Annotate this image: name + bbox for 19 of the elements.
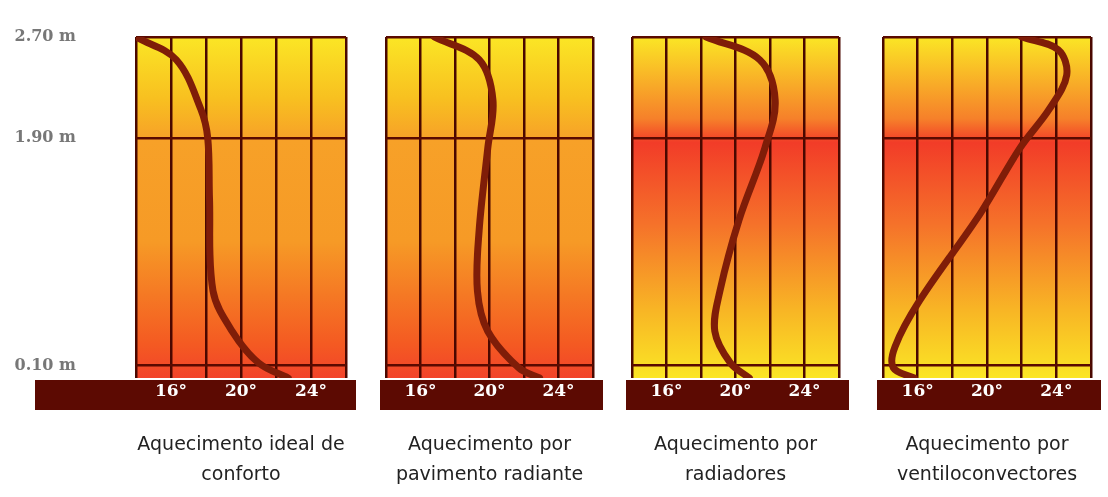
x-tick-label: 16°: [650, 379, 683, 400]
y-tick-label: 2.70 m: [14, 26, 77, 46]
y-tick-label: 1.90 m: [14, 127, 77, 147]
x-tick-label: 24°: [294, 379, 328, 400]
x-tick-label: 20°: [719, 379, 752, 400]
x-tick-label: 20°: [970, 379, 1004, 400]
x-tick-label: 16°: [404, 379, 437, 400]
x-tick-label: 24°: [542, 379, 575, 400]
x-axis-title: Aquecimento ideal de conforto: [136, 431, 346, 486]
x-tick-label: 20°: [224, 379, 258, 400]
x-axis-title: Aquecimento por pavimento radiante: [394, 431, 585, 486]
x-axis-title: Aquecimento por radiadores: [653, 431, 818, 486]
x-tick-label: 24°: [788, 379, 821, 400]
x-tick-label: 16°: [901, 379, 934, 400]
x-tick-label: 20°: [473, 379, 506, 400]
x-axis-title: Aquecimento por ventiloconvectores: [895, 431, 1079, 486]
x-tick-label: 16°: [154, 379, 188, 400]
y-tick-label: 0.10 m: [14, 354, 77, 374]
x-tick-label: 24°: [1040, 379, 1073, 400]
